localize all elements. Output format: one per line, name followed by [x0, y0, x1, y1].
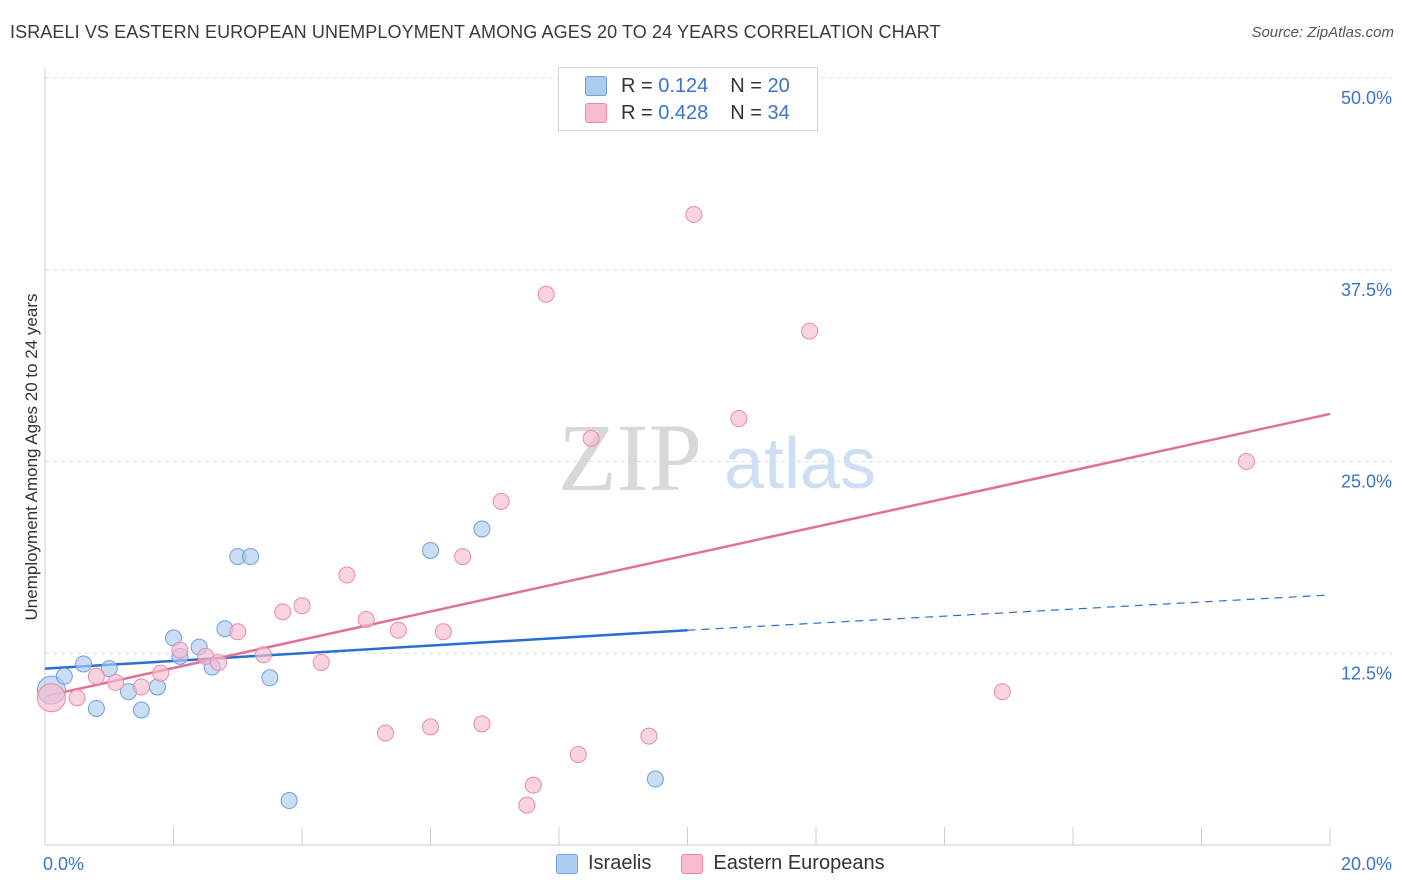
legend-row-eastern-europeans: R = 0.428 N = 34 — [585, 101, 790, 125]
data-point-israelis — [242, 548, 260, 566]
legend-swatch-eastern-europeans — [681, 853, 704, 874]
data-point-israelis — [422, 541, 439, 559]
data-point-israelis — [473, 520, 491, 538]
y-axis-label: Unemployment Among Ages 20 to 24 years — [22, 294, 41, 621]
data-point-eastern-europeans — [730, 410, 748, 428]
data-point-eastern-europeans — [338, 566, 356, 584]
legend-label-eastern-europeans: Eastern Europeans — [713, 852, 885, 874]
data-point-eastern-europeans — [36, 683, 66, 713]
y-tick-label: 12.5% — [1341, 663, 1392, 683]
data-point-eastern-europeans — [357, 611, 375, 629]
data-point-eastern-europeans — [801, 322, 819, 340]
legend-swatch-israelis — [556, 853, 578, 874]
data-point-israelis — [100, 660, 118, 678]
legend-r-label: R = — [621, 74, 653, 97]
data-point-israelis — [261, 669, 279, 687]
y-tick-label: 37.5% — [1341, 280, 1392, 300]
data-point-eastern-europeans — [422, 718, 439, 736]
legend-n-value: 34 — [767, 101, 790, 124]
legend-label-israelis: Israelis — [588, 852, 652, 874]
legend-swatch-eastern-europeans — [585, 103, 607, 123]
data-point-israelis — [646, 770, 664, 788]
legend-item-eastern-europeans: Eastern Europeans — [681, 852, 885, 875]
data-point-eastern-europeans — [993, 683, 1011, 701]
data-point-eastern-europeans — [524, 776, 542, 794]
data-point-eastern-europeans — [229, 623, 247, 641]
data-point-eastern-europeans — [68, 689, 86, 707]
data-point-eastern-europeans — [132, 678, 150, 696]
trend-line-israelis — [44, 628, 688, 670]
data-point-eastern-europeans — [274, 603, 292, 621]
data-point-israelis — [75, 655, 93, 673]
legend-r-value: 0.428 — [658, 101, 709, 124]
x-tick-label-max: 20.0% — [1341, 854, 1392, 874]
data-point-eastern-europeans — [87, 667, 105, 685]
source-label: Source: ZipAtlas.com — [1251, 24, 1394, 41]
data-point-eastern-europeans — [569, 745, 587, 763]
data-point-eastern-europeans — [537, 285, 555, 303]
watermark-atlas: atlas — [724, 424, 876, 504]
data-points — [36, 206, 1255, 814]
series-legend: Israelis Eastern Europeans — [556, 852, 915, 875]
data-point-eastern-europeans — [389, 621, 407, 639]
legend-n-label: N = — [730, 74, 762, 97]
data-point-eastern-europeans — [473, 715, 491, 733]
data-point-eastern-europeans — [434, 623, 452, 641]
gridlines — [45, 77, 1392, 654]
legend-item-israelis: Israelis — [556, 852, 651, 875]
data-point-eastern-europeans — [377, 724, 395, 742]
legend-n-value: 20 — [767, 74, 790, 97]
data-point-eastern-europeans — [312, 653, 330, 671]
legend-r-value: 0.124 — [658, 74, 709, 97]
stats-legend: R = 0.124 N = 20 R = 0.428 N = 34 — [558, 67, 818, 131]
legend-swatch-israelis — [585, 76, 607, 96]
data-point-eastern-europeans — [107, 673, 125, 691]
data-point-israelis — [55, 667, 73, 685]
legend-r-label: R = — [621, 101, 653, 124]
data-point-eastern-europeans — [640, 727, 658, 745]
data-point-eastern-europeans — [293, 597, 311, 615]
legend-n-label: N = — [730, 101, 762, 124]
watermark-zip: ZIP — [558, 404, 702, 511]
axes — [44, 68, 1331, 846]
data-point-israelis — [148, 678, 166, 696]
y-tick-label: 25.0% — [1341, 472, 1392, 492]
data-point-eastern-europeans — [582, 429, 600, 447]
tick-labels: 12.5% 25.0% 37.5% 50.0% 0.0% 20.0% — [43, 88, 1392, 874]
watermark: ZIP atlas — [558, 404, 876, 511]
data-point-eastern-europeans — [454, 548, 472, 566]
legend-row-israelis: R = 0.124 N = 20 — [585, 74, 790, 98]
data-point-eastern-europeans — [492, 492, 510, 510]
data-point-eastern-europeans — [171, 641, 189, 659]
data-point-eastern-europeans — [209, 653, 227, 671]
x-tick-label-min: 0.0% — [43, 854, 84, 874]
data-point-eastern-europeans — [152, 664, 170, 682]
data-point-israelis — [280, 792, 298, 810]
y-tick-label: 50.0% — [1341, 88, 1392, 108]
data-point-eastern-europeans — [1237, 453, 1255, 470]
data-point-eastern-europeans — [518, 796, 536, 814]
data-point-israelis — [132, 701, 150, 719]
data-point-eastern-europeans — [254, 646, 272, 664]
trend-line-dashed-israelis — [687, 594, 1331, 631]
data-point-israelis — [87, 699, 105, 717]
data-point-eastern-europeans — [685, 206, 703, 224]
chart-title: ISRAELI VS EASTERN EUROPEAN UNEMPLOYMENT… — [10, 22, 941, 42]
